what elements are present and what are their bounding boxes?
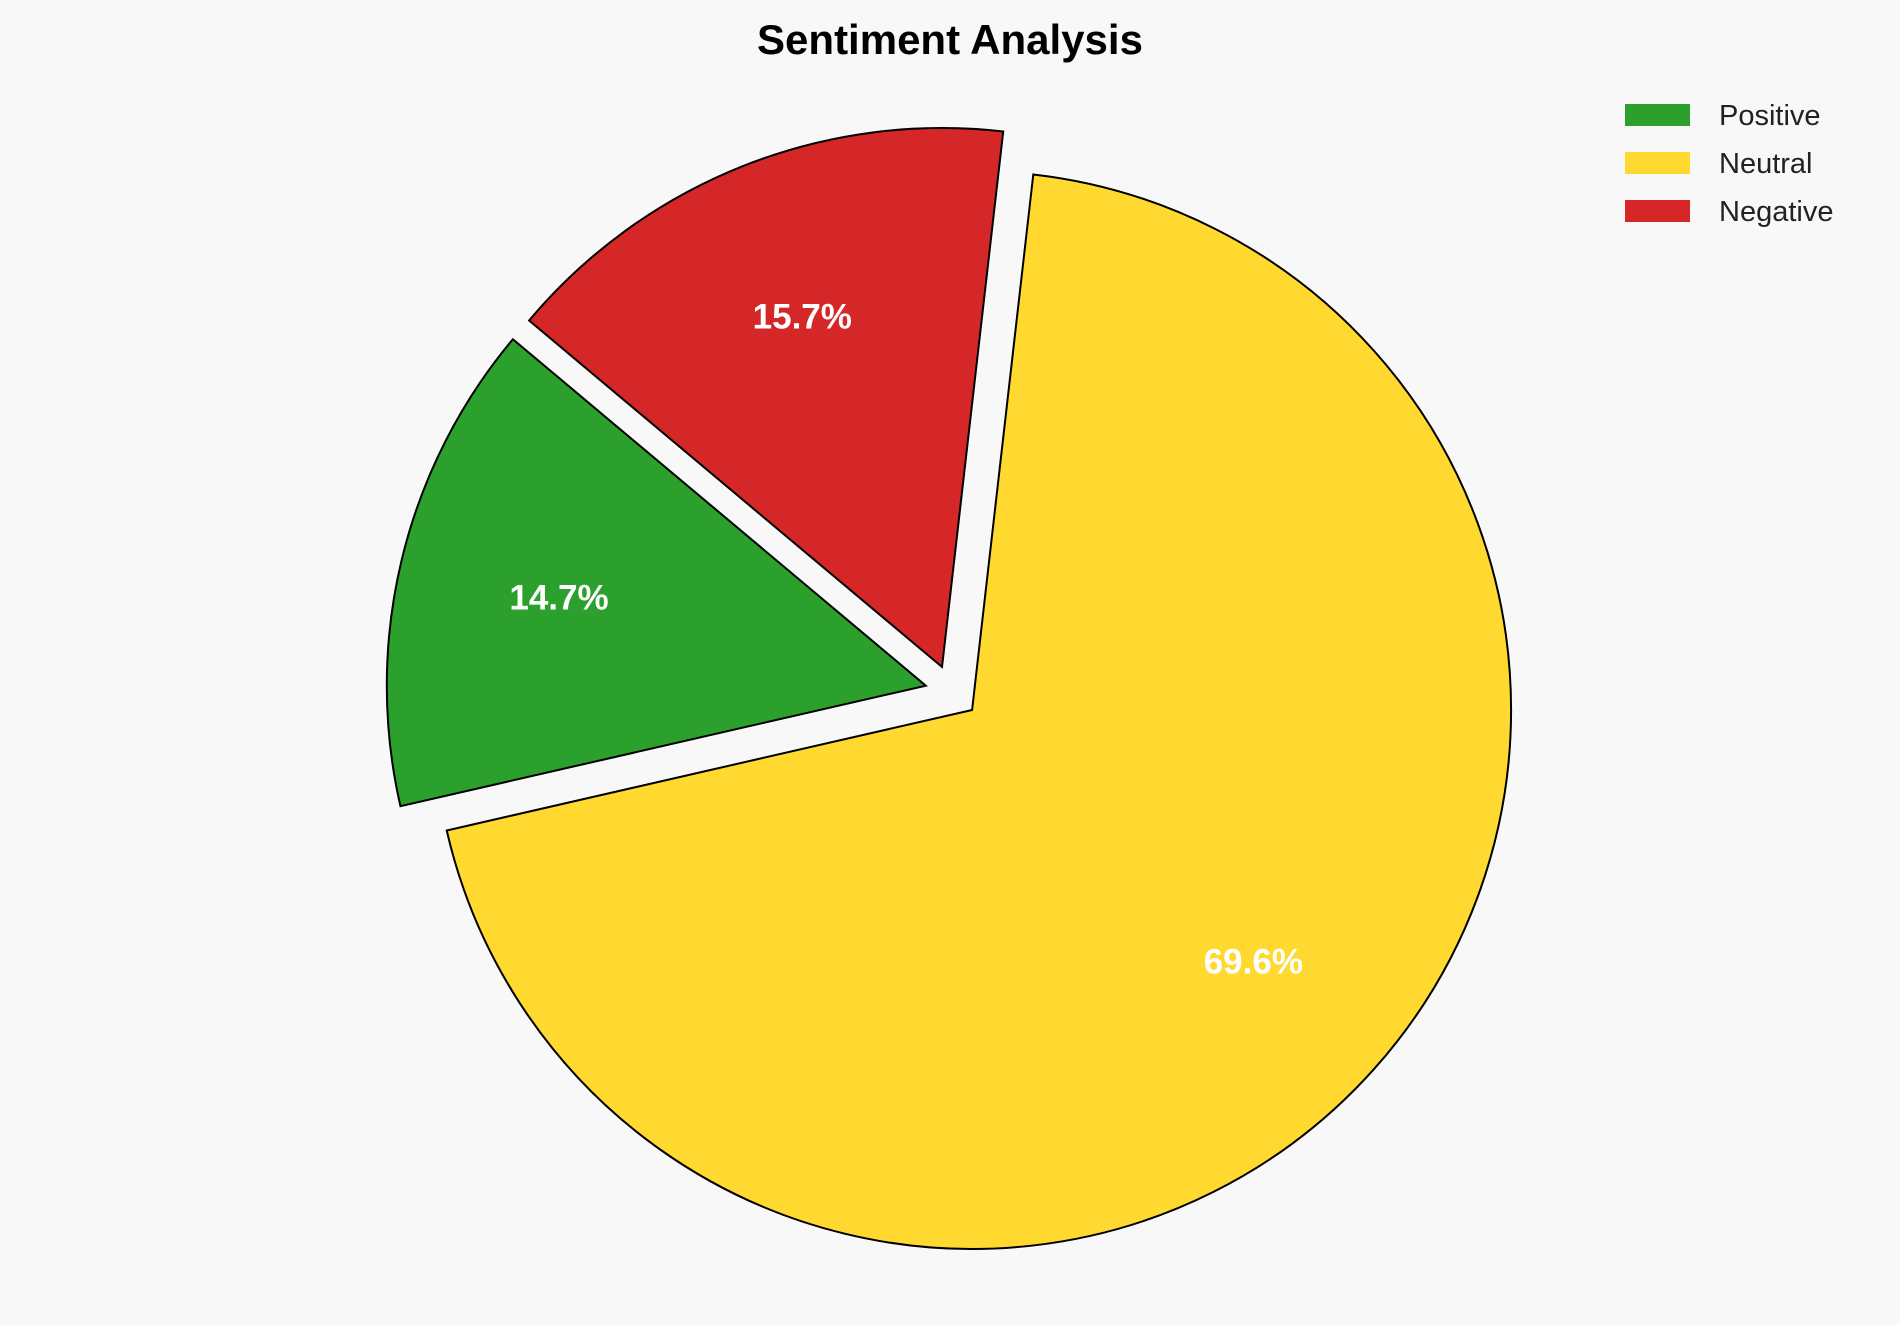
slice-label-positive: 14.7% (509, 578, 608, 617)
legend-swatch-positive (1625, 104, 1690, 126)
slice-negative (527, 126, 1005, 669)
slice-label-negative: 15.7% (753, 298, 852, 337)
legend-swatch-neutral (1625, 152, 1690, 174)
legend: Positive Neutral Negative (1625, 100, 1833, 228)
slices: 14.7% 69.6% 15.7% (385, 126, 1513, 1250)
slice-neutral (445, 173, 1513, 1250)
legend-label-neutral: Neutral (1719, 148, 1813, 180)
slice-positive (385, 337, 928, 808)
legend-label-negative: Negative (1719, 196, 1833, 228)
legend-label-positive: Positive (1719, 100, 1821, 132)
legend-swatch-negative (1625, 200, 1690, 222)
slice-label-neutral: 69.6% (1204, 942, 1303, 981)
chart-title: Sentiment Analysis (757, 16, 1143, 63)
